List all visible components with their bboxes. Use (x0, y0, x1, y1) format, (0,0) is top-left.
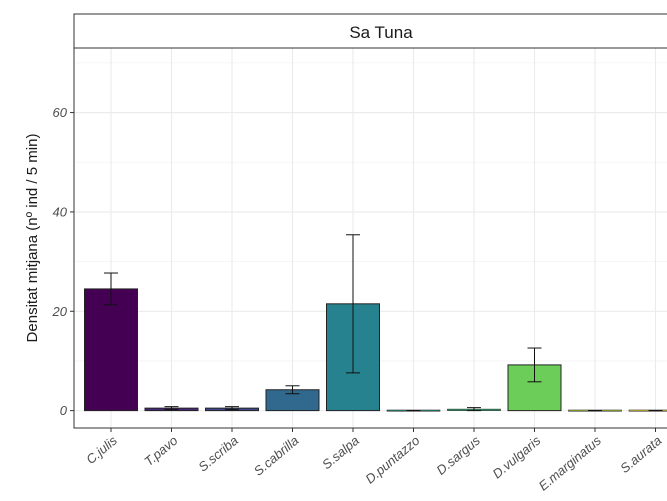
bar-C.julis (85, 289, 138, 411)
y-tick-label: 40 (53, 204, 68, 219)
y-tick-label: 0 (60, 403, 68, 418)
facet-title: Sa Tuna (349, 23, 413, 42)
x-tick-label: D.sargus (433, 432, 483, 477)
x-tick-label: C.julis (83, 432, 120, 467)
x-tick-label: S.salpa (319, 433, 362, 472)
x-axis-ticks: C.julis T.pavo S.scriba S.cabrilla S.salpa D.… (83, 428, 664, 494)
x-tick-label: D.puntazzo (362, 433, 422, 487)
x-tick-label: S.aurata (617, 433, 664, 476)
y-tick-label: 60 (53, 105, 68, 120)
x-tick-label: E.marginatus (536, 432, 605, 493)
x-tick-label: T.pavo (141, 433, 180, 469)
y-axis-ticks: 0 20 40 60 (52, 105, 74, 418)
x-tick-label: S.scriba (195, 433, 241, 475)
y-axis-title: Densitat mitjana (nº ind / 5 min) (24, 134, 41, 343)
x-tick-label: D.vulgaris (490, 432, 544, 481)
y-tick-label: 20 (52, 304, 68, 319)
x-tick-label: S.cabrilla (251, 433, 302, 479)
